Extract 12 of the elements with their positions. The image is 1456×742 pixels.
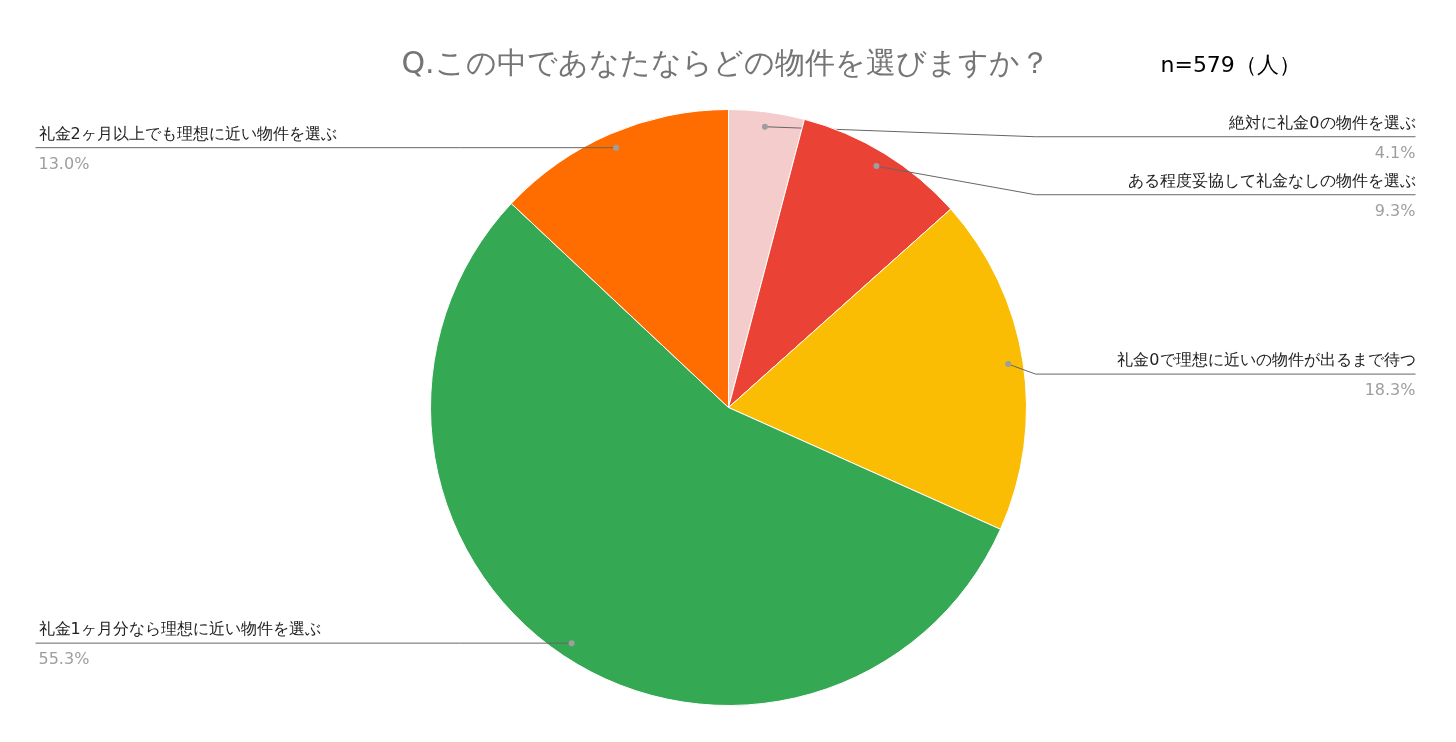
slice-label: 絶対に礼金0の物件を選ぶ: [1228, 112, 1416, 132]
slice-label: 礼金0で理想に近いの物件が出るまで待つ: [1117, 350, 1416, 370]
data-label: 4.1%: [1374, 142, 1416, 162]
data-label: 9.3%: [1374, 200, 1416, 220]
data-label: 13.0%: [38, 153, 90, 173]
text: n=579（人）: [1160, 52, 1301, 77]
slice-label: 礼金1ヶ月分なら理想に近い物件を選ぶ: [38, 619, 321, 639]
data-label: 55.3%: [38, 649, 90, 669]
slice-label: ある程度妥協して礼金なしの物件を選ぶ: [1127, 170, 1416, 190]
data-label: 18.3%: [1364, 380, 1416, 400]
chart-title: Q.この中であなたならどの物件を選びますか？: [401, 45, 1050, 80]
slice-label: 礼金2ヶ月以上でも理想に近い物件を選ぶ: [38, 123, 337, 143]
